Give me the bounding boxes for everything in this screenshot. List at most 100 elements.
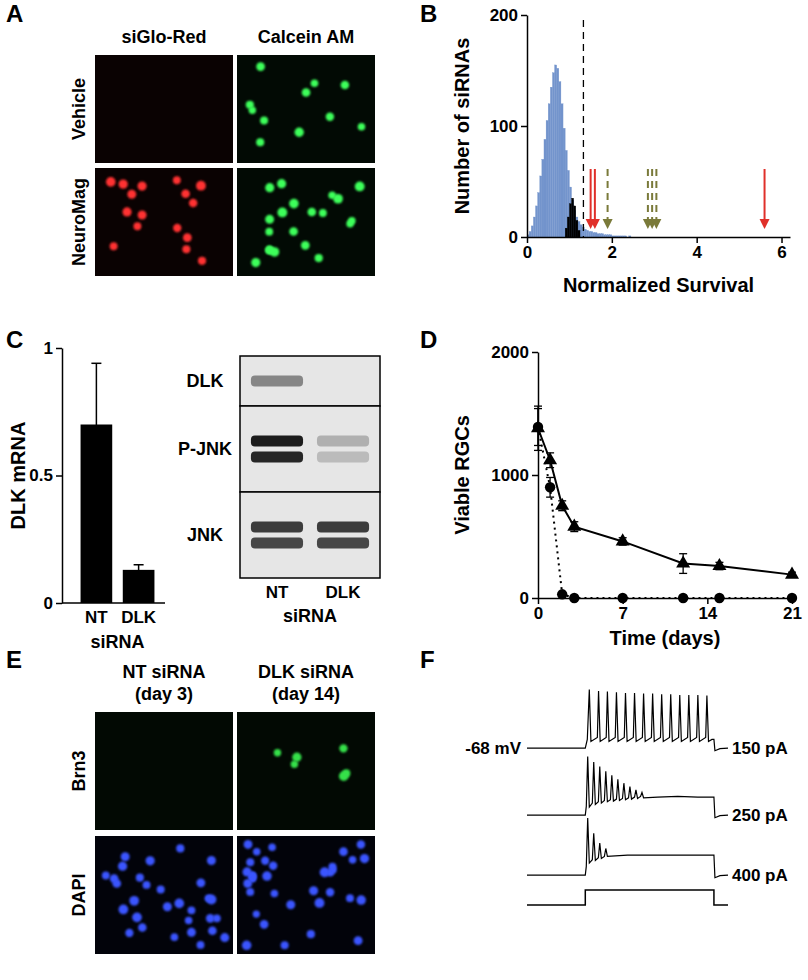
blot-band (251, 452, 303, 463)
tick-label: 4 (692, 243, 702, 262)
tick-mark (521, 15, 527, 17)
tick-label: 6 (777, 243, 786, 262)
error-cap (134, 574, 144, 576)
panel-label: F (420, 646, 435, 673)
cell (125, 929, 133, 937)
tick-label: NT (85, 608, 108, 627)
cell (138, 211, 147, 220)
cell (301, 241, 310, 250)
arrow-shaft (655, 169, 657, 221)
tick-label: 0 (534, 604, 543, 623)
micrograph (95, 168, 233, 276)
plot-area (527, 20, 770, 237)
column-header: siGlo-Red (121, 27, 206, 47)
point (545, 482, 555, 492)
tick-label: 100 (490, 117, 518, 136)
tick-label: 0 (44, 594, 53, 613)
cell (309, 886, 318, 895)
blot-band (251, 376, 303, 387)
trace-label: 250 pA (732, 806, 788, 825)
panel-label: C (6, 326, 23, 353)
trace (527, 690, 728, 751)
cell (315, 898, 325, 908)
cell (292, 753, 301, 762)
blot-row (240, 492, 380, 578)
bar (540, 176, 542, 237)
tick: 4 (692, 237, 702, 262)
axis-title: Normalized Survival (563, 274, 754, 296)
error-cap (570, 531, 578, 532)
tick-label: 1 (44, 339, 53, 358)
bar (533, 217, 535, 237)
bar (578, 230, 580, 237)
cell (326, 888, 334, 896)
series-line (538, 427, 792, 598)
cell (138, 923, 147, 932)
cell (339, 771, 349, 781)
error-cap (91, 485, 101, 487)
cell (253, 848, 261, 856)
cell (173, 224, 181, 232)
bar (557, 68, 559, 237)
cell (256, 62, 265, 71)
arrow-head (760, 219, 770, 229)
bar (555, 65, 557, 237)
tick: 2 (608, 237, 617, 262)
bar (544, 139, 546, 237)
cell (143, 881, 151, 889)
bar (567, 217, 569, 237)
cell (311, 79, 319, 87)
cell (315, 254, 323, 262)
cell (137, 181, 146, 190)
cell (319, 209, 327, 217)
bar (546, 120, 548, 237)
row-label: Brn3 (69, 750, 89, 791)
axis-title: Viable RGCs (451, 415, 473, 535)
point (785, 567, 799, 579)
cell (207, 856, 216, 865)
tick: 0 (44, 594, 62, 613)
cells (102, 844, 229, 948)
plot-area (527, 690, 728, 905)
cell (274, 749, 281, 756)
bar (529, 231, 531, 237)
cell (281, 941, 289, 949)
blot-band (317, 538, 369, 549)
baseline-label: -68 mV (465, 739, 521, 758)
cell (251, 258, 260, 267)
tick-mark (56, 348, 62, 350)
tick-label: 1000 (491, 466, 529, 485)
cell (122, 207, 131, 216)
bar (569, 187, 571, 237)
bar (569, 204, 571, 237)
cell (262, 871, 272, 881)
cell (196, 181, 206, 191)
cell (208, 926, 217, 935)
bar (574, 206, 576, 237)
cell (360, 854, 369, 863)
axis-title: siRNA (90, 632, 144, 652)
tick-mark (532, 475, 538, 477)
tick: 6 (777, 237, 786, 262)
bar (576, 217, 578, 237)
cell (183, 233, 192, 242)
error-cap (91, 363, 101, 365)
figure-svg: B02460100200Normalized SurvivalNumber of… (0, 0, 808, 980)
arrow (651, 169, 661, 229)
cell (206, 895, 216, 905)
micrograph (95, 712, 233, 830)
cell (110, 874, 119, 883)
cell (271, 890, 279, 898)
bar (563, 128, 565, 237)
cell (357, 840, 365, 848)
tick-mark (521, 126, 527, 128)
arrow (760, 169, 770, 229)
bar (589, 231, 591, 237)
axis: 0100200 (490, 6, 528, 247)
cell (265, 228, 273, 236)
cell (243, 879, 252, 888)
cell (244, 840, 253, 849)
cell (326, 113, 334, 121)
cell (261, 857, 269, 865)
plot-area (81, 363, 155, 603)
